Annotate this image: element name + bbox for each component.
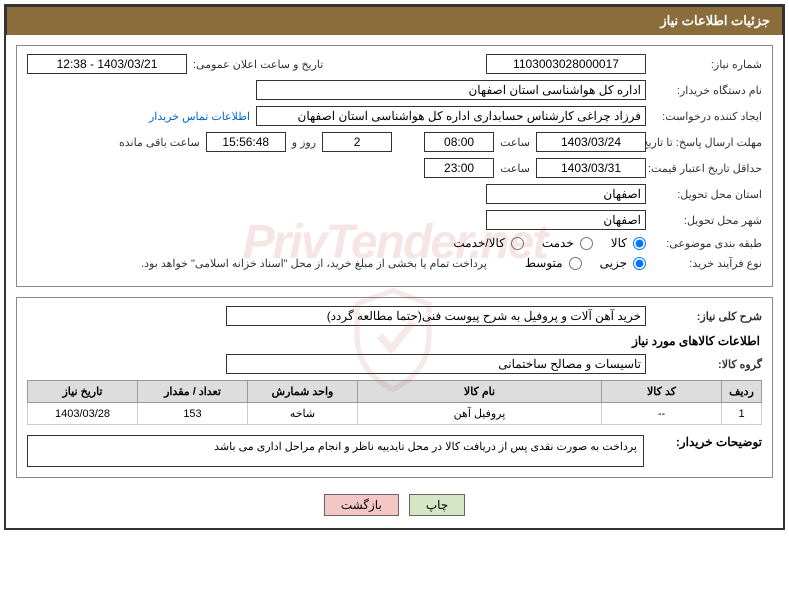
category-kala-khedmat-text: کالا/خدمت — [453, 236, 504, 250]
td-unit: شاخه — [248, 403, 358, 425]
deadline-send-date-input[interactable] — [536, 132, 646, 152]
validity-date-input[interactable] — [536, 158, 646, 178]
category-khedmat-text: خدمت — [542, 236, 574, 250]
back-button[interactable]: بازگشت — [324, 494, 399, 516]
need-number-input[interactable] — [486, 54, 646, 74]
category-label: طبقه بندی موضوعی: — [652, 237, 762, 250]
th-unit: واحد شمارش — [248, 381, 358, 403]
requester-label: ایجاد کننده درخواست: — [652, 110, 762, 123]
need-number-label: شماره نیاز: — [652, 58, 762, 71]
page-title: جزئیات اطلاعات نیاز — [660, 13, 770, 28]
category-kala-radio[interactable] — [633, 237, 646, 250]
buyer-note-label: توضیحات خریدار: — [652, 435, 762, 449]
print-button[interactable]: چاپ — [409, 494, 465, 516]
category-kala-option[interactable]: کالا — [611, 236, 646, 250]
category-khedmat-radio[interactable] — [580, 237, 593, 250]
th-item-name: نام کالا — [358, 381, 602, 403]
remain-label: ساعت باقی مانده — [119, 136, 200, 149]
process-type-label: نوع فرآیند خرید: — [652, 257, 762, 270]
th-item-code: کد کالا — [602, 381, 722, 403]
process-partial-option[interactable]: جزیی — [600, 256, 646, 270]
delivery-province-label: استان محل تحویل: — [652, 188, 762, 201]
buyer-note-box: پرداخت به صورت نقدی پس از دریافت کالا در… — [27, 435, 644, 467]
requester-input[interactable] — [256, 106, 646, 126]
table-row[interactable]: 1 -- پروفیل آهن شاخه 153 1403/03/28 — [28, 403, 762, 425]
items-table: ردیف کد کالا نام کالا واحد شمارش تعداد /… — [27, 380, 762, 425]
delivery-city-label: شهر محل تحویل: — [652, 214, 762, 227]
process-medium-text: متوسط — [525, 256, 563, 270]
validity-time-input[interactable] — [424, 158, 494, 178]
category-khedmat-option[interactable]: خدمت — [542, 236, 593, 250]
category-kala-khedmat-option[interactable]: کالا/خدمت — [453, 236, 523, 250]
process-partial-radio[interactable] — [633, 257, 646, 270]
announce-date-input[interactable] — [27, 54, 187, 74]
announce-date-label: تاریخ و ساعت اعلان عمومی: — [193, 58, 323, 71]
delivery-province-input[interactable] — [486, 184, 646, 204]
need-info-section: شماره نیاز: تاریخ و ساعت اعلان عمومی: نا… — [16, 45, 773, 287]
days-and-label: روز و — [292, 136, 316, 149]
need-desc-label: شرح کلی نیاز: — [652, 310, 762, 323]
need-desc-input[interactable] — [226, 306, 646, 326]
items-title: اطلاعات کالاهای مورد نیاز — [29, 334, 760, 348]
td-qty: 153 — [138, 403, 248, 425]
process-medium-radio[interactable] — [569, 257, 582, 270]
validity-label: حداقل تاریخ اعتبار قیمت: تا تاریخ: — [652, 162, 762, 175]
buyer-org-label: نام دستگاه خریدار: — [652, 84, 762, 97]
group-label: گروه کالا: — [652, 358, 762, 371]
category-kala-khedmat-radio[interactable] — [511, 237, 524, 250]
process-note: پرداخت تمام یا بخشی از مبلغ خرید، از محل… — [141, 257, 487, 270]
items-section: شرح کلی نیاز: اطلاعات کالاهای مورد نیاز … — [16, 297, 773, 478]
days-remaining-input[interactable] — [322, 132, 392, 152]
process-partial-text: جزیی — [600, 256, 627, 270]
buyer-contact-link[interactable]: اطلاعات تماس خریدار — [149, 110, 250, 123]
category-kala-text: کالا — [611, 236, 627, 250]
th-qty: تعداد / مقدار — [138, 381, 248, 403]
td-row-num: 1 — [722, 403, 762, 425]
th-need-date: تاریخ نیاز — [28, 381, 138, 403]
th-row-num: ردیف — [722, 381, 762, 403]
td-item-code: -- — [602, 403, 722, 425]
page-header: جزئیات اطلاعات نیاز — [6, 6, 783, 35]
group-input[interactable] — [226, 354, 646, 374]
buyer-org-input[interactable] — [256, 80, 646, 100]
td-item-name: پروفیل آهن — [358, 403, 602, 425]
deadline-send-time-input[interactable] — [424, 132, 494, 152]
time-remaining-input[interactable] — [206, 132, 286, 152]
deadline-send-label: مهلت ارسال پاسخ: تا تاریخ: — [652, 136, 762, 149]
delivery-city-input[interactable] — [486, 210, 646, 230]
process-medium-option[interactable]: متوسط — [525, 256, 582, 270]
button-bar: چاپ بازگشت — [16, 488, 773, 518]
table-header-row: ردیف کد کالا نام کالا واحد شمارش تعداد /… — [28, 381, 762, 403]
time-label-2: ساعت — [500, 162, 530, 175]
time-label-1: ساعت — [500, 136, 530, 149]
td-need-date: 1403/03/28 — [28, 403, 138, 425]
